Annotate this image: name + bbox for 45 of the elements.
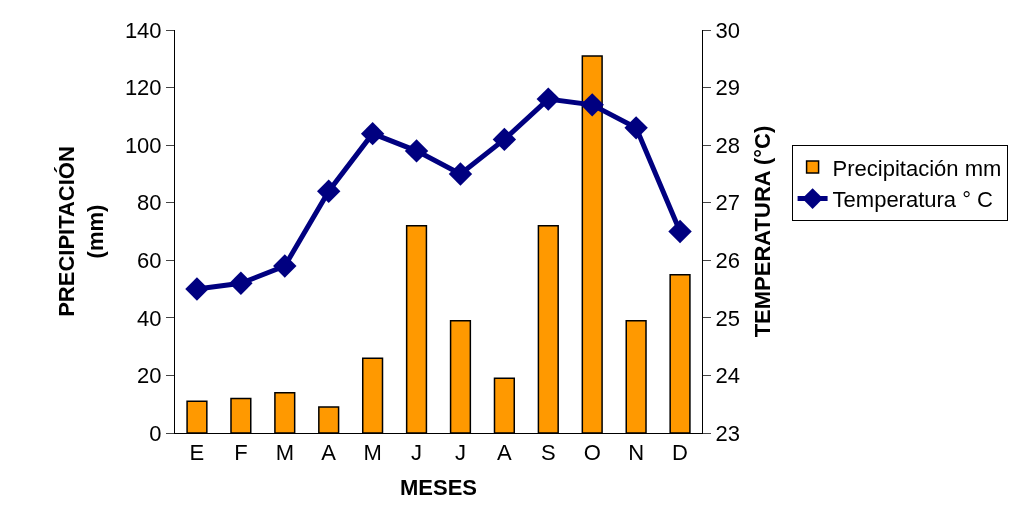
point [317, 179, 341, 203]
x-tick-label: N [628, 440, 645, 466]
legend-label: Temperatura ° C [832, 187, 994, 213]
y2-tick-label: 30 [715, 17, 740, 43]
y-tick-label: 20 [137, 363, 162, 389]
x-tick-label: A [321, 440, 337, 466]
y2-tick-label: 26 [715, 247, 740, 273]
y-axis-title: PRECIPITACIÓN (mm) [54, 146, 108, 317]
y2-tick-label: 29 [715, 75, 740, 101]
point [360, 121, 385, 146]
y2-tick-label: 27 [715, 190, 740, 216]
x-tick-label: D [672, 440, 688, 466]
y2-axis-title: TEMPERATURA (°C) [749, 125, 775, 338]
point [536, 87, 560, 111]
x-tick-label: O [583, 440, 601, 466]
y-tick-label: 40 [137, 305, 162, 331]
point [404, 139, 429, 163]
x-tick-label: J [411, 440, 423, 466]
point [668, 219, 692, 244]
point [185, 277, 209, 301]
y2-tick-label: 28 [715, 132, 740, 158]
x-tick-label: M [275, 440, 294, 466]
x-tick-label: F [234, 440, 248, 466]
legend-label: Precipitación mm [832, 155, 1002, 181]
y2-tick-label: 25 [715, 305, 740, 331]
y2-tick-label: 24 [715, 363, 740, 389]
x-tick-label: E [189, 440, 205, 466]
y-tick-label: 140 [124, 17, 162, 43]
point [580, 93, 604, 117]
x-tick-label: J [454, 440, 466, 466]
y-tick-label: 60 [137, 247, 162, 273]
x-tick-label: M [363, 440, 382, 466]
point [448, 162, 473, 186]
x-tick-label: A [497, 440, 513, 466]
x-axis-title: MESES [399, 475, 478, 501]
point [273, 254, 297, 278]
point [624, 116, 648, 140]
y-tick-label: 80 [137, 190, 162, 216]
point [229, 271, 253, 296]
y2-tick-label: 23 [715, 420, 740, 446]
x-tick-label: S [540, 440, 556, 466]
y-tick-label: 100 [124, 132, 162, 158]
y-tick-label: 0 [149, 420, 162, 446]
y-tick-label: 120 [124, 75, 162, 101]
point [492, 127, 517, 152]
